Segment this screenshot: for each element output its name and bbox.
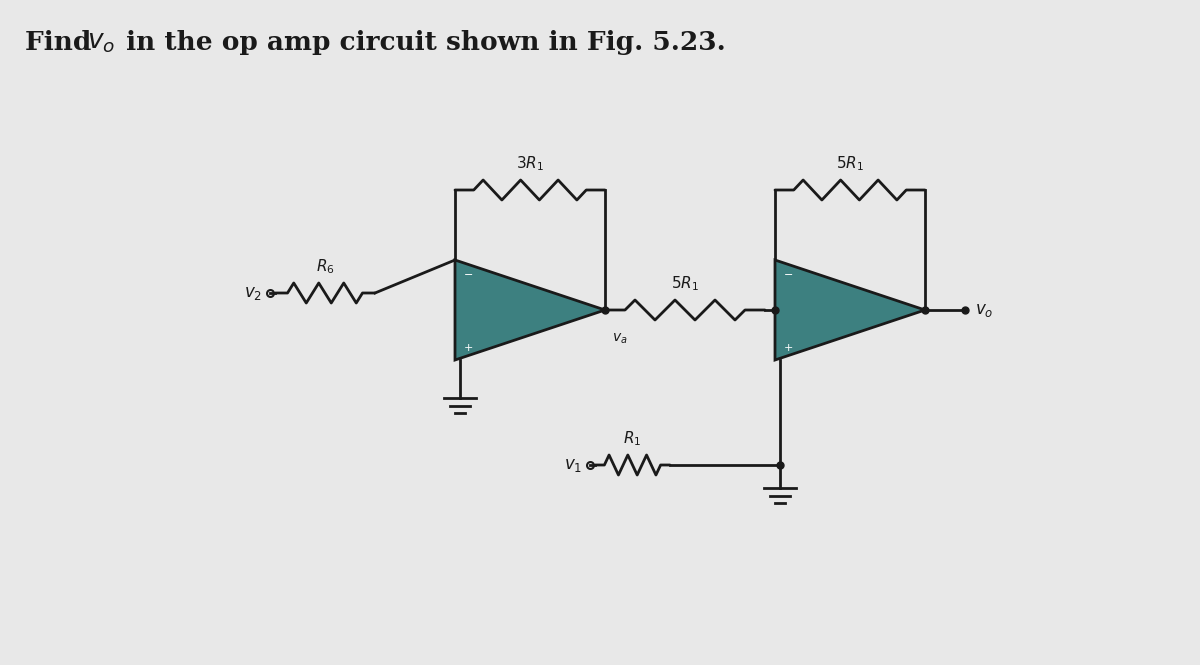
Text: in the op amp circuit shown in Fig. 5.23.: in the op amp circuit shown in Fig. 5.23… xyxy=(118,30,726,55)
Text: $R_6$: $R_6$ xyxy=(316,257,335,276)
Text: $3R_1$: $3R_1$ xyxy=(516,154,544,173)
Polygon shape xyxy=(455,260,605,360)
Text: $5R_1$: $5R_1$ xyxy=(671,274,700,293)
Text: $v_o$: $v_o$ xyxy=(88,30,115,55)
Text: Find: Find xyxy=(25,30,101,55)
Text: $-$: $-$ xyxy=(784,268,793,278)
Text: $+$: $+$ xyxy=(463,342,473,352)
Text: $v_a$: $v_a$ xyxy=(612,332,628,346)
Text: $v_2$: $v_2$ xyxy=(244,284,262,302)
Text: $R_1$: $R_1$ xyxy=(623,430,642,448)
Text: $-$: $-$ xyxy=(463,268,473,278)
Text: $+$: $+$ xyxy=(784,342,793,352)
Text: $v_1$: $v_1$ xyxy=(564,456,582,474)
Text: $v_o$: $v_o$ xyxy=(974,301,994,319)
Polygon shape xyxy=(775,260,925,360)
Text: $5R_1$: $5R_1$ xyxy=(836,154,864,173)
